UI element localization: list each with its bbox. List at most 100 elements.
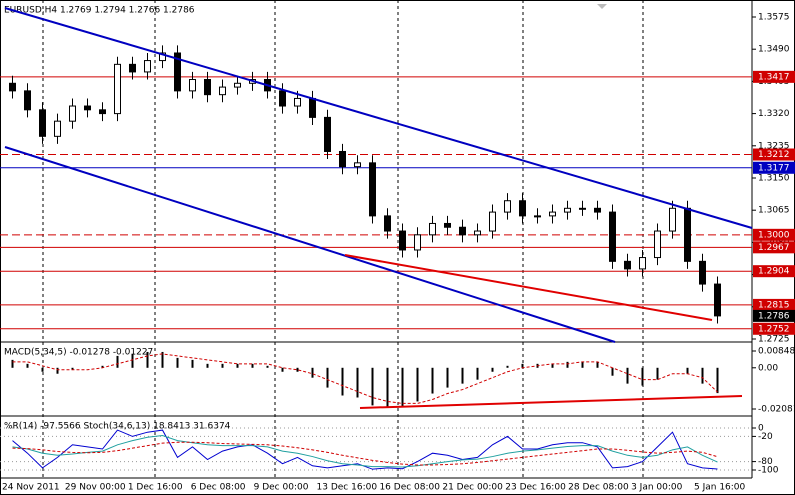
candle-body [189, 79, 196, 92]
channel-upper [4, 7, 753, 229]
candle-body [489, 211, 496, 232]
y-tick-label: -0.02081 [758, 405, 795, 415]
candle-body [594, 207, 601, 213]
y-tick-label: 1.3490 [758, 45, 790, 55]
y-tick-label: 0 [758, 424, 764, 434]
candle-body [84, 105, 91, 111]
y-tick-label: 1.3150 [758, 174, 790, 184]
y-tick-label: 1.3575 [758, 13, 790, 23]
candle-body [369, 162, 376, 217]
level-label: 1.3212 [758, 150, 790, 160]
level-tag [753, 70, 795, 83]
series-line [12, 353, 718, 404]
level-label: 1.3000 [758, 230, 790, 240]
time-label: 3 Jan 00:00 [631, 483, 683, 493]
time-label: 9 Dec 00:00 [254, 483, 309, 493]
panel-title: %R(14) -97.5566 Stoch(34,6,13) 18.8413 3… [4, 422, 231, 432]
candle-body [69, 105, 76, 122]
candle-body [684, 207, 691, 262]
time-label: 1 Dec 16:00 [128, 483, 183, 493]
candle-body [654, 230, 661, 259]
level-tag [753, 265, 795, 278]
level-label: 1.3417 [758, 72, 790, 82]
y-tick-label: -20 [758, 432, 773, 442]
candle-body [399, 230, 406, 251]
panel-title: MACD(5,34,5) -0.01278 -0.01227 [4, 348, 153, 358]
level-tag [753, 322, 795, 335]
candle-body [519, 200, 526, 217]
candle-body [384, 215, 391, 232]
support-line [344, 254, 713, 321]
candle-body [339, 150, 346, 168]
channel-lower [4, 146, 616, 343]
candle-body [54, 120, 61, 137]
series-line [12, 441, 718, 466]
time-label: 23 Dec 16:00 [505, 483, 566, 493]
candle-body [279, 90, 286, 107]
y-tick-label: 0.00848 [758, 347, 795, 357]
candle-body [564, 207, 571, 213]
candle-body [324, 116, 331, 152]
candle-body [504, 200, 511, 213]
candle-body [99, 109, 106, 115]
candle-body [579, 207, 586, 210]
time-label: 21 Dec 00:00 [442, 483, 503, 493]
candle-body [639, 257, 646, 270]
candle-body [414, 234, 421, 251]
time-label: 13 Dec 16:00 [317, 483, 378, 493]
shift-marker [597, 4, 607, 9]
level-tag [753, 228, 795, 241]
level-tag [753, 298, 795, 311]
candle-body [714, 283, 721, 317]
candle-body [174, 52, 181, 92]
level-label: 1.3177 [758, 163, 790, 173]
candle-body [129, 63, 136, 73]
y-tick-label: 1.3065 [758, 206, 790, 216]
trendlines [4, 7, 753, 409]
candle-body [39, 109, 46, 137]
level-label: 1.2815 [758, 300, 790, 310]
candle-body [159, 52, 166, 62]
candle-body [354, 162, 361, 168]
level-tag [753, 148, 795, 161]
candle-body [444, 222, 451, 228]
time-label: 28 Dec 08:00 [568, 483, 629, 493]
candle-body [669, 207, 676, 232]
candle-body [624, 260, 631, 270]
candle-body [534, 215, 541, 218]
time-label: 24 Nov 2011 [2, 483, 60, 493]
level-tag [753, 241, 795, 254]
level-label: 1.2967 [758, 243, 790, 253]
candle-body [474, 230, 481, 236]
level-label: 1.2752 [758, 324, 790, 334]
candle-body [549, 211, 556, 217]
candle-body [429, 222, 436, 236]
candle-body [459, 226, 466, 236]
level-tag [753, 309, 795, 322]
time-label: 5 Jan 16:00 [694, 483, 746, 493]
candle-body [144, 60, 151, 73]
level-label: 1.2786 [758, 311, 790, 321]
panel-title: EURUSD,H4 1.2769 1.2794 1.2766 1.2786 [4, 6, 195, 16]
y-tick-label: 1.3320 [758, 109, 790, 119]
candle-body [114, 63, 121, 115]
candle-body [9, 82, 16, 92]
y-tick-label: 1.3235 [758, 141, 790, 151]
y-tick-label: 0.00 [758, 363, 778, 373]
candle-body [204, 79, 211, 96]
y-tick-label: -80 [758, 457, 773, 467]
plot-layer: 1.35751.34901.34051.33201.32351.31501.30… [0, 6, 795, 493]
series-line [12, 435, 718, 468]
candle-body [609, 211, 616, 262]
candle-body [699, 260, 706, 285]
level-label: 1.2904 [758, 267, 790, 277]
series-line [12, 429, 718, 470]
level-tag [753, 161, 795, 174]
macd-line [359, 395, 743, 409]
candle-body [234, 82, 241, 88]
candle-body [219, 86, 226, 96]
y-tick-label: -100 [758, 466, 779, 476]
y-tick-label: 1.2725 [758, 335, 790, 345]
